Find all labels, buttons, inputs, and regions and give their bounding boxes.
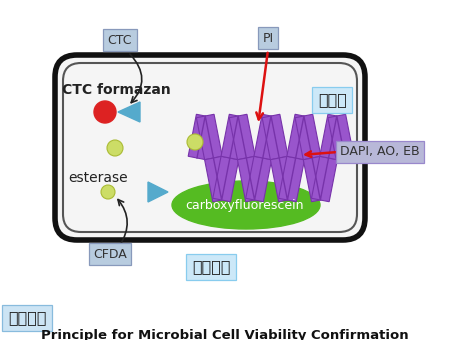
Circle shape [101, 185, 115, 199]
Polygon shape [196, 114, 222, 160]
Polygon shape [328, 114, 354, 160]
Text: DAPI, AO, EB: DAPI, AO, EB [340, 146, 419, 158]
Text: 呼吸活性: 呼吸活性 [8, 310, 46, 325]
Polygon shape [262, 114, 288, 160]
Text: PI: PI [262, 32, 274, 45]
Circle shape [107, 140, 123, 156]
Text: CTC: CTC [108, 34, 132, 47]
Polygon shape [287, 114, 313, 160]
Polygon shape [311, 156, 338, 202]
Text: CFDA: CFDA [93, 248, 127, 260]
Polygon shape [303, 156, 329, 202]
Polygon shape [254, 114, 280, 160]
Polygon shape [118, 102, 140, 122]
Polygon shape [205, 156, 230, 202]
Polygon shape [238, 156, 263, 202]
Polygon shape [279, 156, 305, 202]
Text: esterase: esterase [68, 171, 128, 185]
FancyBboxPatch shape [55, 55, 365, 240]
Text: carboxyfluorescein: carboxyfluorescein [186, 199, 304, 211]
Text: CTC formazan: CTC formazan [62, 83, 171, 97]
Circle shape [187, 134, 203, 150]
Circle shape [94, 101, 116, 123]
Polygon shape [230, 114, 255, 160]
Polygon shape [320, 114, 346, 160]
Ellipse shape [172, 181, 320, 229]
Text: Principle for Microbial Cell Viability Confirmation: Principle for Microbial Cell Viability C… [41, 328, 409, 340]
Text: 酵素活性: 酵素活性 [192, 259, 230, 274]
Polygon shape [295, 114, 321, 160]
Polygon shape [213, 156, 239, 202]
Polygon shape [221, 114, 247, 160]
Text: 膜損傷: 膜損傷 [318, 92, 347, 107]
Polygon shape [188, 114, 214, 160]
Polygon shape [270, 156, 296, 202]
Polygon shape [246, 156, 272, 202]
Polygon shape [148, 182, 168, 202]
